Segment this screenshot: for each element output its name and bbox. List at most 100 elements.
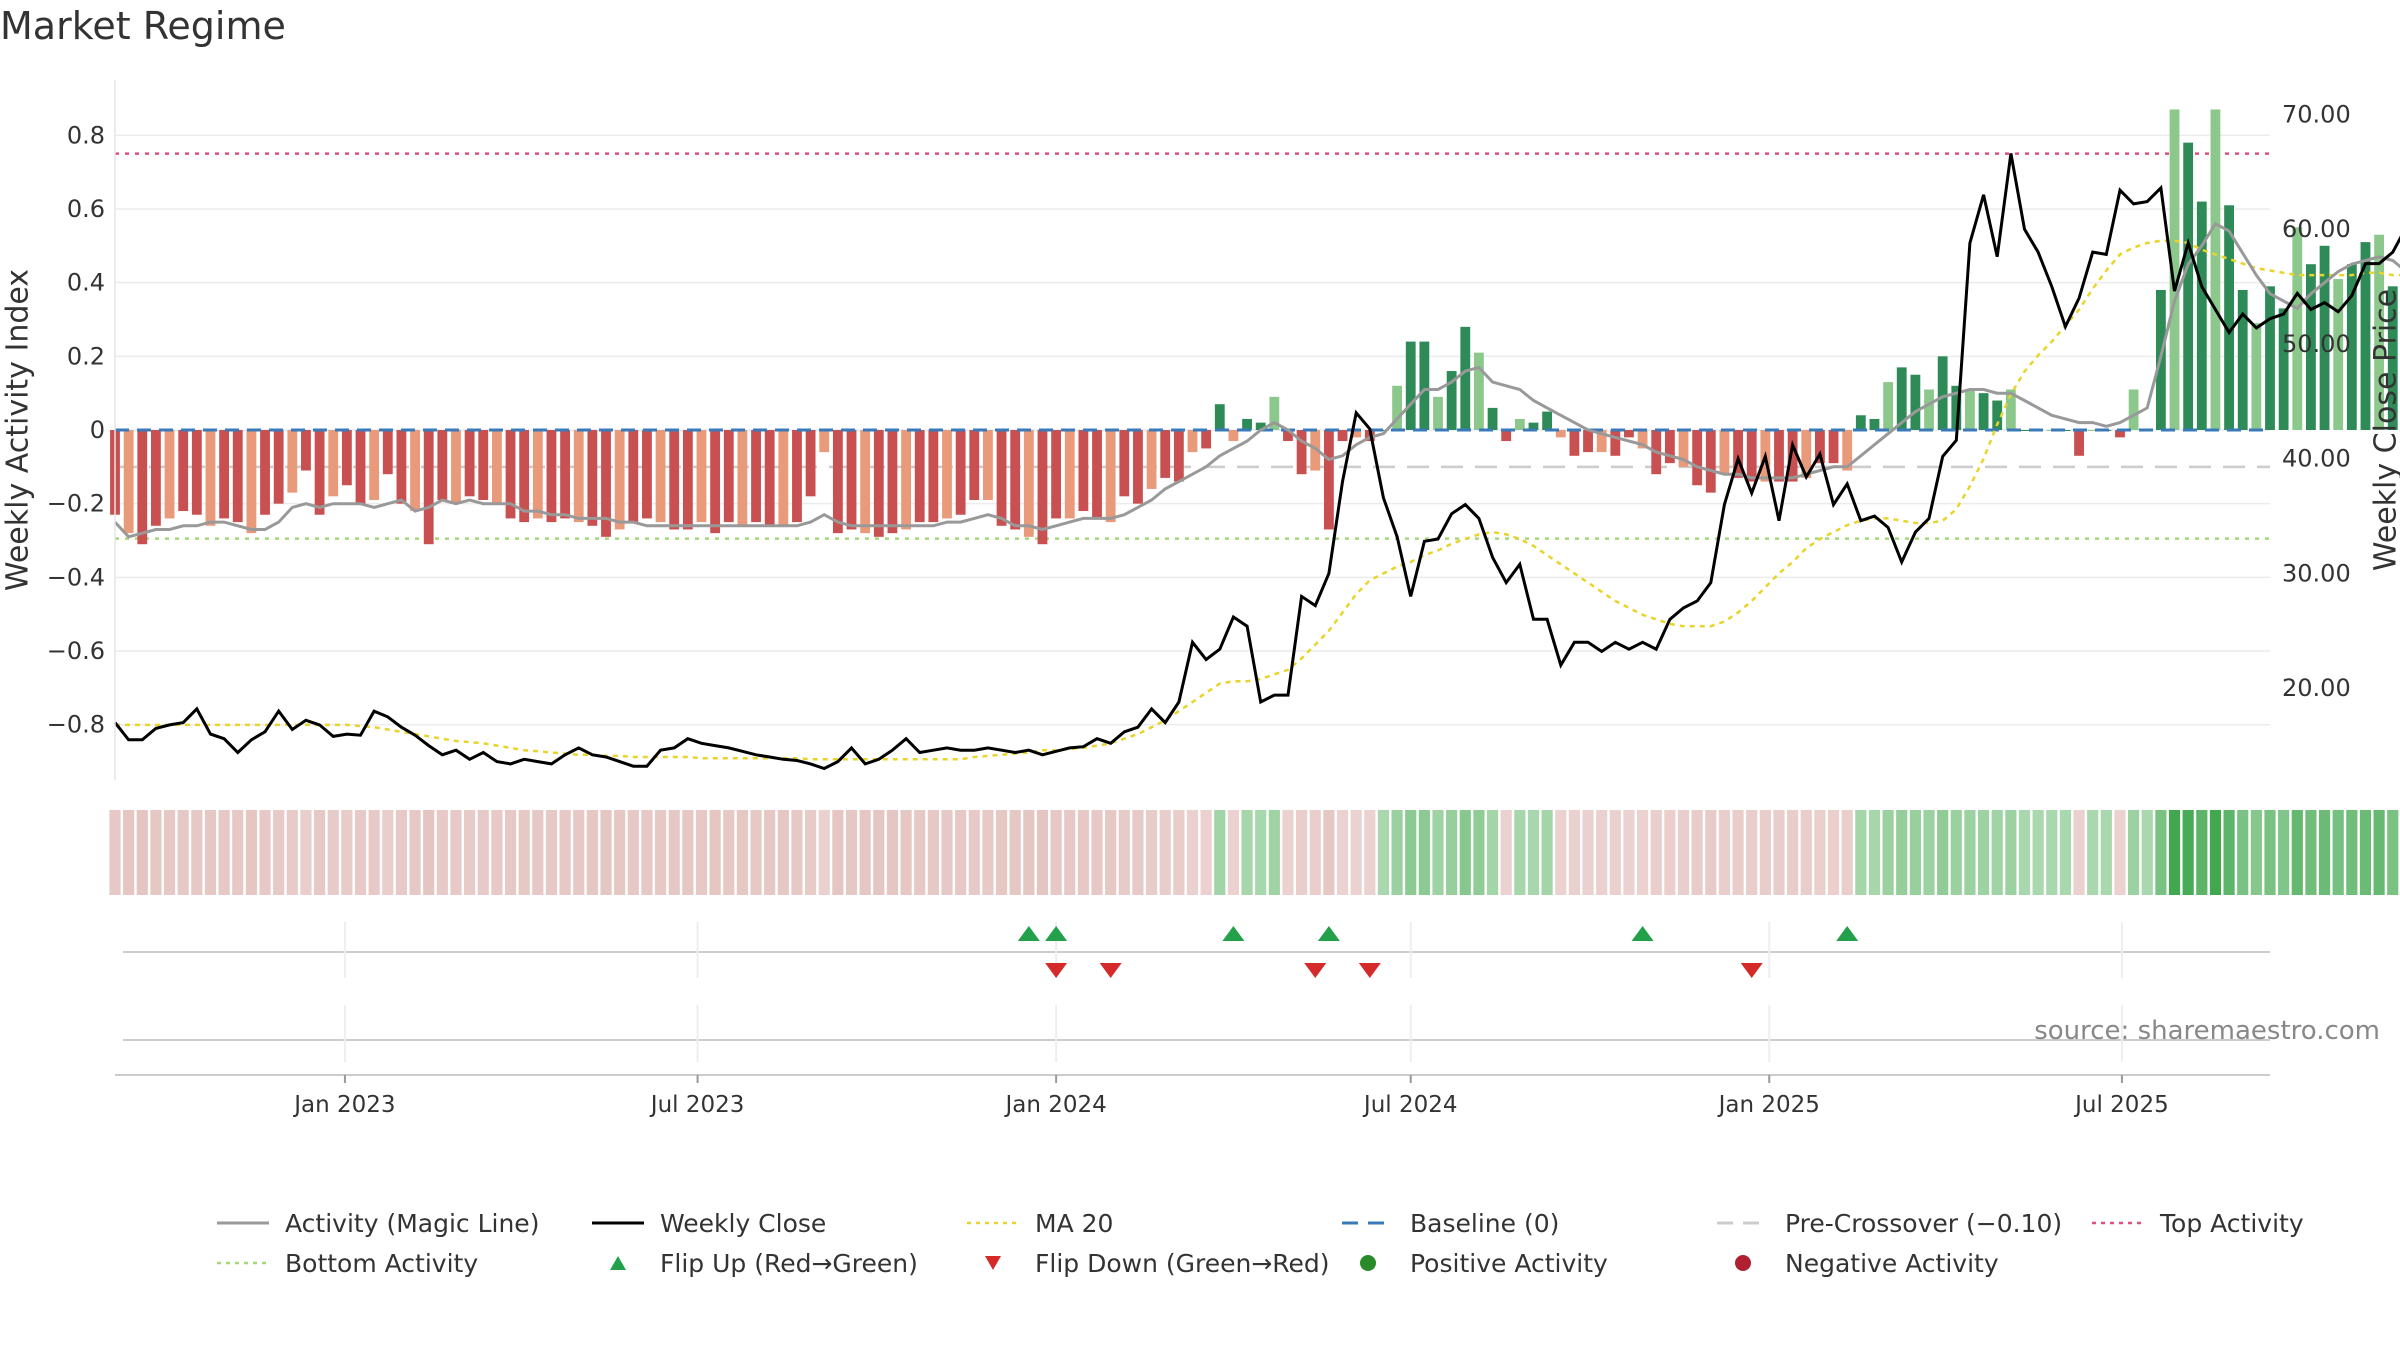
heat-strip-cell xyxy=(695,810,708,895)
flip-up-marker xyxy=(1017,926,1040,941)
activity-bar xyxy=(1733,430,1743,478)
activity-bar xyxy=(2128,389,2139,430)
activity-bar xyxy=(1433,396,1443,430)
chart-title: Market Regime xyxy=(0,4,286,48)
heat-strip-cell xyxy=(150,810,162,895)
flip-up-marker xyxy=(1045,926,1068,941)
heat-strip-cell xyxy=(232,810,244,895)
activity-bar xyxy=(1105,430,1116,523)
flip-up-marker xyxy=(1631,926,1654,941)
heat-strip-cell xyxy=(1173,810,1185,895)
heat-strip-cell xyxy=(573,810,585,895)
activity-bar xyxy=(1855,415,1866,430)
heat-strip-cell xyxy=(1691,810,1703,895)
legend-label: Flip Down (Green→Red) xyxy=(1035,1248,1330,1278)
heat-strip-cell xyxy=(136,810,148,895)
activity-bar xyxy=(2306,264,2316,430)
activity-bar xyxy=(1242,418,1252,430)
activity-bar xyxy=(1119,430,1130,497)
heat-strip-cell xyxy=(2032,810,2044,895)
heat-strip-cell xyxy=(1200,810,1212,895)
activity-bar xyxy=(1092,430,1102,519)
heat-strip-cell xyxy=(1541,810,1553,895)
heat-strip-cell xyxy=(1759,810,1771,895)
activity-bar xyxy=(1514,418,1525,430)
activity-bar xyxy=(2278,308,2289,430)
legend-item: Baseline (0) xyxy=(1340,1206,1715,1240)
heat-strip-cell xyxy=(1732,810,1744,895)
activity-bar xyxy=(2074,430,2084,456)
heat-strip-cell xyxy=(764,810,776,895)
activity-bar xyxy=(655,430,666,523)
heat-strip-cell xyxy=(1186,810,1199,895)
heat-strip-cell xyxy=(2087,810,2099,895)
activity-bar xyxy=(314,430,325,515)
heat-strip-cell xyxy=(1568,810,1580,895)
activity-bar xyxy=(1569,430,1580,456)
y-right-tick-label: 30.00 xyxy=(2282,559,2351,587)
heat-strip-cell xyxy=(518,810,530,895)
flip-markers xyxy=(123,922,2270,1062)
heat-strip-cell xyxy=(1868,810,1881,895)
activity-bar xyxy=(682,430,693,530)
y-right-tick-label: 20.00 xyxy=(2282,674,2351,702)
flip-up-marker xyxy=(1317,926,1340,941)
heat-strip-cell xyxy=(1159,810,1171,895)
heat-strip-cell xyxy=(914,810,926,895)
activity-bar xyxy=(369,430,380,500)
activity-bar xyxy=(1692,430,1703,486)
heat-strip-cell xyxy=(627,810,639,895)
heat-strip-cell xyxy=(2291,810,2303,895)
heat-strip-cell xyxy=(1896,810,1908,895)
heat-strip-cell xyxy=(1787,810,1799,895)
legend-label: Baseline (0) xyxy=(1410,1208,1560,1238)
legend-item: Flip Down (Green→Red) xyxy=(965,1246,1340,1280)
y-left-tick-label: −0.6 xyxy=(47,637,105,665)
heat-strip-cell xyxy=(2100,810,2112,895)
heat-strip-cell xyxy=(245,810,257,895)
activity-bar xyxy=(1201,430,1212,449)
activity-bar xyxy=(491,430,502,504)
heat-strip-cell xyxy=(968,810,980,895)
activity-bar xyxy=(792,430,802,523)
heat-strip-cell xyxy=(2359,810,2372,895)
activity-bar xyxy=(901,430,911,530)
heat-strip-cell xyxy=(2318,810,2331,895)
heat-strip-cell xyxy=(1705,810,1717,895)
heat-strip-cell xyxy=(1132,810,1144,895)
activity-bar xyxy=(1460,326,1471,430)
activity-bar xyxy=(710,430,721,534)
activity-bar xyxy=(2374,234,2385,430)
heat-strip-cell xyxy=(995,810,1008,895)
activity-bar xyxy=(2224,205,2234,430)
heat-strip-cell xyxy=(682,810,694,895)
activity-bar xyxy=(1583,430,1593,453)
legend-label: Negative Activity xyxy=(1785,1248,1999,1278)
heat-strip-cell xyxy=(2073,810,2085,895)
legend-symbol-icon xyxy=(217,1221,269,1225)
activity-bar xyxy=(1214,404,1225,430)
heat-strip-cell xyxy=(177,810,189,895)
heat-strip-cell xyxy=(2264,810,2276,895)
activity-bar xyxy=(301,430,311,471)
heat-strip-cell xyxy=(559,810,571,895)
heat-strip-cell xyxy=(2128,810,2140,895)
activity-bar xyxy=(246,430,257,534)
x-tick-label: Jan 2024 xyxy=(1003,1092,1106,1118)
heat-strip-cell xyxy=(1432,810,1444,895)
heat-strip-cell xyxy=(723,810,735,895)
series-lines xyxy=(113,153,2400,771)
activity-bar xyxy=(2005,389,2016,430)
x-axis: Jan 2023 Jul 2023 Jan 2024 Jul 2024 Jan 2025… xyxy=(115,1074,2270,1118)
flip-down-marker xyxy=(1358,963,1381,978)
legend-symbol-icon xyxy=(1717,1221,1769,1225)
activity-bar xyxy=(983,430,993,500)
heat-strip-cell xyxy=(1023,810,1035,895)
heat-strip-cell xyxy=(641,810,653,895)
activity-bar xyxy=(969,430,980,500)
heat-strip-cell xyxy=(409,810,421,895)
heat-strip-cell xyxy=(1650,810,1662,895)
heat-strip-cell xyxy=(423,810,435,895)
activity-bar xyxy=(1133,430,1143,504)
